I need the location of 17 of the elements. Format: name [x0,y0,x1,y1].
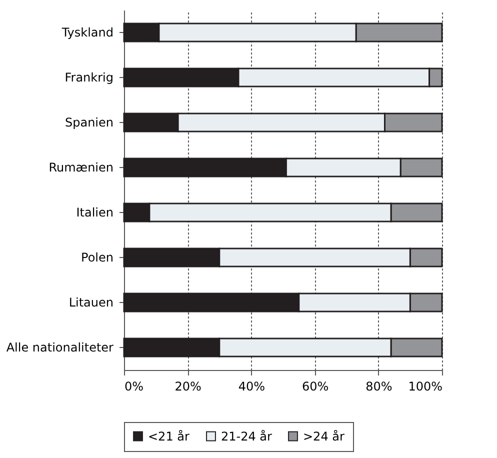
y-tick-label: Alle nationaliteter [6,340,114,354]
x-tick-label: 100% [408,380,442,394]
x-tick-label: 20% [174,380,202,394]
x-tick-label: 0% [124,380,144,394]
legend-label: >24 år [303,429,344,444]
x-tick-label: 40% [238,380,266,394]
y-tick-label: Polen [81,250,114,264]
legend-label: 21-24 år [221,429,272,444]
y-tick-label: Tyskland [60,26,114,40]
x-tick-label: 80% [366,380,392,394]
y-tick-label: Frankrig [64,70,114,84]
y-tick-label: Spanien [64,116,114,130]
y-tick-label: Litauen [68,296,114,310]
x-tick-label: 60% [302,380,329,394]
y-tick-label: Rumænien [48,160,114,174]
legend-label: <21 år [148,429,190,444]
y-tick-label: Italien [76,206,114,220]
